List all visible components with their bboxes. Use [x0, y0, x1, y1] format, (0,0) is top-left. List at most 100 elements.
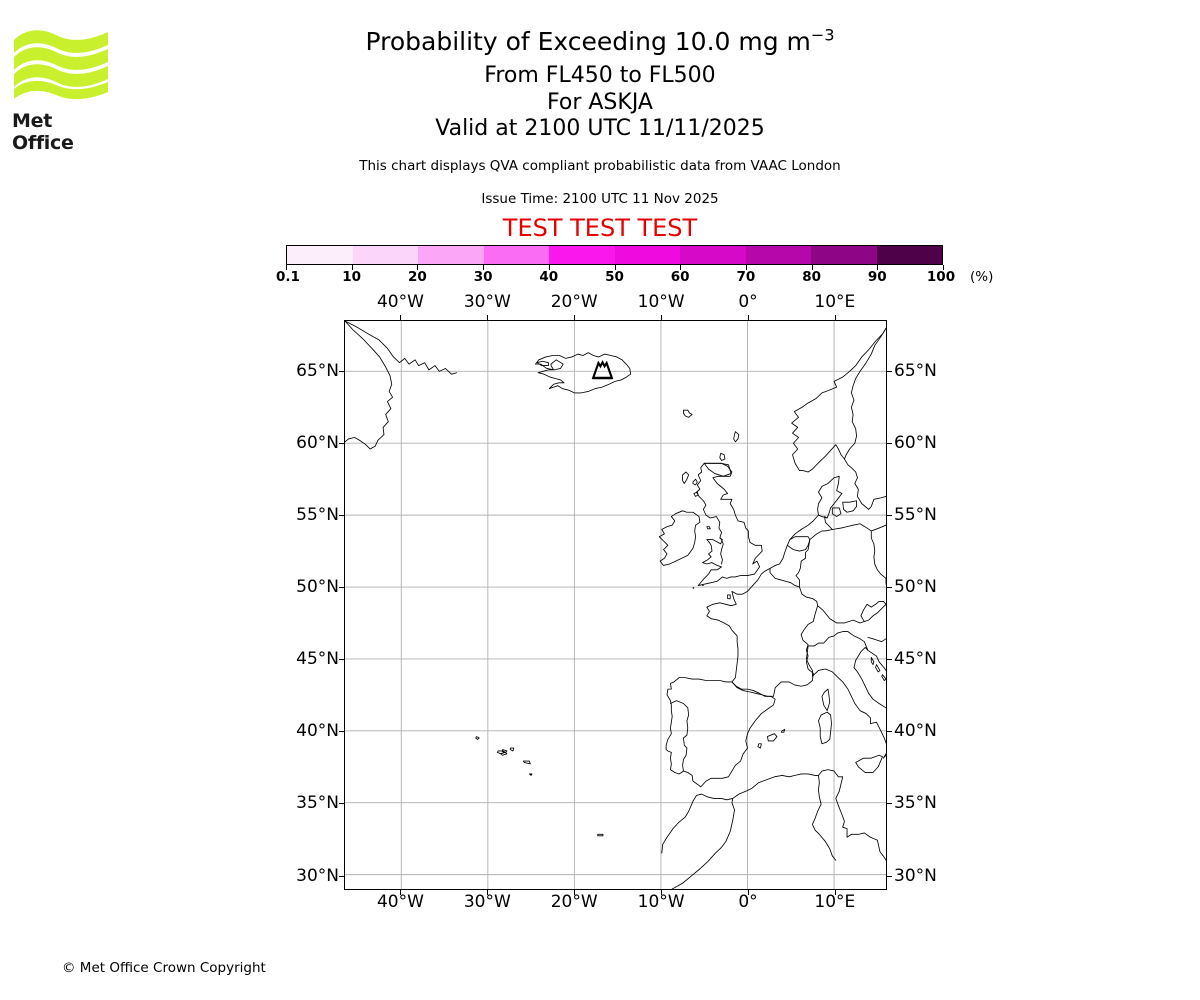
- lat-tick-right-7: [887, 875, 892, 877]
- lon-tick-bottom-1: [487, 890, 489, 895]
- coastline-denmark-jutland: [817, 475, 843, 519]
- coastline-orkney: [719, 452, 726, 461]
- chart-note: This chart displays QVA compliant probab…: [359, 158, 841, 174]
- coastline-denmark-zealand: [842, 500, 857, 513]
- page-title-exponent: −3: [810, 25, 835, 45]
- coastline-iceland-nw: [536, 360, 549, 366]
- colorbar-units-label: (%): [970, 269, 994, 285]
- coastline-mull: [693, 491, 699, 497]
- lat-tick-left-6: [339, 803, 344, 805]
- coastline-canary-azores1: [475, 736, 480, 740]
- subtitle-flight-levels: From FL450 to FL500: [484, 63, 716, 88]
- coastline-norway: [791, 327, 886, 471]
- issue-time: Issue Time: 2100 UTC 11 Nov 2025: [481, 191, 719, 207]
- coastline-italy: [811, 646, 886, 759]
- lon-tick-top-0: [400, 315, 402, 320]
- colorbar-label-50: 50: [605, 269, 624, 285]
- lon-tick-bottom-5: [834, 890, 836, 895]
- colorbar-band-9: [876, 246, 942, 264]
- colorbar-band-5: [614, 246, 680, 264]
- lat-label-right-4: 45°N: [894, 649, 937, 670]
- lat-label-right-3: 50°N: [894, 576, 937, 597]
- colorbar-band-0: [287, 246, 353, 264]
- lat-label-left-0: 65°N: [296, 360, 339, 381]
- met-office-logo: Met Office: [12, 26, 112, 154]
- lon-label-top-0: 40°W: [376, 292, 424, 312]
- lat-label-left-4: 45°N: [296, 649, 339, 670]
- colorbar-band-8: [811, 246, 877, 264]
- coastline-azores-smiguel: [522, 760, 531, 765]
- coastline-portugal-border: [670, 700, 690, 772]
- subtitle-valid-time: Valid at 2100 UTC 11/11/2025: [435, 116, 765, 141]
- coastline-germany-ne: [809, 516, 833, 540]
- colorbar-tick-20: [417, 265, 419, 270]
- coastline-greenland-east: [345, 321, 458, 375]
- coastline-italy-north: [805, 631, 869, 677]
- lat-label-right-7: 30°N: [894, 865, 937, 886]
- coastline-ireland: [658, 510, 701, 566]
- lat-label-right-1: 60°N: [894, 432, 937, 453]
- coastline-benelux-s: [795, 539, 811, 588]
- lon-label-bottom-4: 0°: [738, 892, 758, 912]
- coastline-balearics: [766, 733, 778, 742]
- coastline-azores-sjorge: [502, 749, 508, 753]
- coastline-cornwall-scilly: [692, 587, 695, 589]
- lon-tick-top-3: [661, 315, 663, 320]
- lat-label-left-2: 55°N: [296, 504, 339, 525]
- lat-label-right-2: 55°N: [894, 504, 937, 525]
- colorbar-tick-10: [351, 265, 353, 270]
- colorbar-band-3: [483, 246, 549, 264]
- subtitle-volcano: For ASKJA: [547, 90, 653, 115]
- coastline-croatia-islands3: [881, 674, 886, 681]
- lat-label-left-6: 35°N: [296, 793, 339, 814]
- colorbar-label-40: 40: [539, 269, 559, 285]
- colorbar-label-0.1: 0.1: [276, 269, 300, 285]
- coastline-corsica: [821, 688, 831, 712]
- lat-tick-right-0: [887, 370, 892, 372]
- coastline-ibiza: [757, 743, 762, 749]
- lat-tick-left-2: [339, 514, 344, 516]
- colorbar-tick-0.1: [286, 265, 287, 270]
- colorbar-label-70: 70: [736, 269, 756, 285]
- coastline-sicily: [855, 754, 883, 773]
- lon-label-top-3: 10°W: [637, 292, 685, 312]
- map-gridlines: [345, 321, 886, 889]
- volcano-marker-askja[interactable]: [591, 360, 614, 380]
- colorbar-band-7: [745, 246, 811, 264]
- lon-label-bottom-3: 10°W: [637, 892, 685, 912]
- lon-label-bottom-0: 40°W: [376, 892, 424, 912]
- lon-tick-top-5: [834, 315, 836, 320]
- lat-tick-left-7: [339, 875, 344, 877]
- lat-tick-right-6: [887, 803, 892, 805]
- colorbar-label-30: 30: [473, 269, 493, 285]
- lat-label-left-7: 30°N: [296, 865, 339, 886]
- lon-label-bottom-2: 20°W: [550, 892, 598, 912]
- coastline-balkans: [867, 636, 886, 643]
- lat-label-left-1: 60°N: [296, 432, 339, 453]
- lat-label-right-5: 40°N: [894, 721, 937, 742]
- coastline-benelux: [786, 536, 811, 552]
- colorbar-label-90: 90: [867, 269, 887, 285]
- coastline-sardinia: [818, 711, 832, 745]
- coastline-croatia-islands2: [875, 664, 881, 673]
- coastline-norway-border: [799, 327, 886, 473]
- coastline-germany-se: [817, 600, 886, 624]
- coastline-alps-italy: [863, 603, 886, 622]
- coastline-africa: [661, 769, 886, 861]
- lat-tick-left-0: [339, 370, 344, 372]
- map-coastlines: [345, 321, 886, 889]
- colorbar-tick-40: [548, 265, 550, 270]
- colorbar-band-2: [418, 246, 484, 264]
- lat-tick-right-1: [887, 442, 892, 444]
- map-plot-area[interactable]: [344, 320, 887, 890]
- colorbar-tick-30: [483, 265, 485, 270]
- lat-label-left-5: 40°N: [296, 721, 339, 742]
- lon-tick-bottom-2: [574, 890, 576, 895]
- coastline-croatia-coast: [867, 649, 886, 671]
- coastline-denmark-fyn: [831, 507, 842, 517]
- coastline-faroe: [683, 409, 693, 418]
- lat-tick-left-4: [339, 659, 344, 661]
- coastline-azores-pico: [500, 751, 508, 756]
- colorbar-tick-50: [614, 265, 616, 270]
- colorbar-bands: [286, 245, 943, 265]
